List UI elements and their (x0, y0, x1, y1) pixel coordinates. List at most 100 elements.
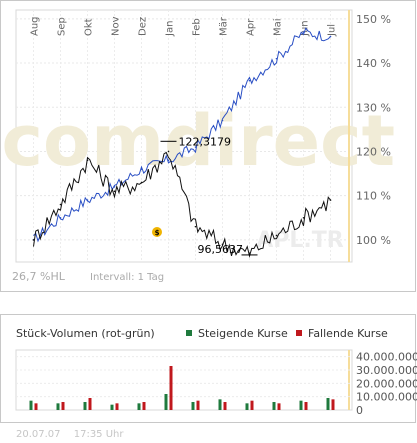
volume-y-tick-label: 0 (356, 404, 363, 417)
x-tick-label: Jul (327, 24, 338, 37)
series-point (221, 243, 224, 246)
volume-bar-falling (169, 366, 173, 410)
y-axis-ticks: 100 % 110 % 120 % 130 % 140 % 150 % (356, 13, 391, 247)
annotation-layer: 122,3179 96,5637 (160, 135, 258, 256)
volume-bar-falling (142, 402, 146, 410)
volume-y-tick-label: 20.000.000 (356, 377, 417, 390)
volume-bars (29, 366, 335, 410)
legend-falling-label: Fallende Kurse (308, 327, 388, 340)
x-axis-ticks: Aug Sep Okt Nov Dez Jan Feb Mär Apr Mai Jun Jul (30, 16, 338, 37)
volume-y-tick-label: 40.000.000 (356, 351, 417, 364)
series-point (32, 239, 35, 241)
volume-bar-falling (115, 403, 119, 410)
volume-bar-falling (61, 402, 65, 410)
series-point (302, 216, 305, 219)
stock-line (33, 151, 331, 258)
x-tick-label: Mär (219, 16, 230, 36)
volume-bar-rising (137, 403, 141, 410)
y-tick-label: 130 % (356, 101, 391, 114)
series-point (113, 186, 116, 188)
footer-date: 20.07.07 (16, 429, 61, 440)
series-point (275, 57, 278, 60)
series-point (248, 79, 251, 82)
svg-text:$: $ (155, 229, 160, 237)
x-tick-label: Jan (165, 21, 176, 37)
series-layer (32, 27, 332, 258)
volume-bar-rising (299, 400, 303, 410)
volume-bar-falling (88, 398, 92, 410)
x-tick-label: Aug (30, 16, 41, 36)
volume-bar-rising (218, 399, 222, 410)
price-grid (16, 10, 352, 262)
x-tick-label: Sep (57, 17, 68, 36)
series-point (194, 225, 197, 228)
price-chart: .comdirect APL.TR Aug Sep Okt Nov Dez Jan Feb M… (0, 0, 416, 292)
volume-chart: Stück-Volumen (rot-grün) Steigende Kurse… (0, 314, 417, 423)
footer-time: 17:35 Uhr (73, 429, 124, 440)
volume-plot-area (15, 349, 353, 411)
y-tick-label: 120 % (356, 145, 391, 158)
series-point (167, 150, 170, 153)
volume-bar-rising (326, 398, 330, 410)
volume-bar-rising (29, 400, 33, 410)
volume-title: Stück-Volumen (rot-grün) (16, 327, 155, 340)
volume-bar-rising (56, 403, 60, 410)
series-point (221, 119, 224, 122)
series-point (302, 31, 305, 33)
series-point (59, 203, 62, 206)
volume-bar-rising (83, 402, 87, 410)
volume-grid (16, 356, 352, 398)
benchmark-line (33, 27, 331, 243)
series-point (329, 35, 332, 38)
series-point (140, 168, 143, 170)
series-point (194, 146, 197, 148)
x-tick-label: Nov (111, 16, 122, 36)
dividend-icon: $ (152, 227, 162, 237)
x-tick-label: Apr (246, 18, 257, 36)
price-plot-area (15, 9, 353, 263)
interval-label: Intervall: 1 Tag (90, 272, 164, 283)
volume-bar-rising (245, 403, 249, 410)
y-tick-label: 140 % (356, 57, 391, 70)
x-tick-label: Mai (273, 18, 284, 36)
annotation-label: 122,3179 (179, 135, 232, 148)
volume-y-tick-label: 10.000.000 (356, 391, 417, 404)
timestamp-footer: 20.07.07 17:35 Uhr (16, 429, 133, 440)
series-point (59, 216, 62, 219)
series-point (275, 234, 278, 237)
x-tick-label: Jun (300, 20, 311, 37)
series-point (86, 159, 89, 162)
volume-bar-falling (223, 402, 227, 410)
volume-bar-falling (34, 403, 38, 410)
instrument-watermark: APL.TR (256, 228, 344, 253)
volume-bar-rising (110, 404, 114, 410)
legend-rising-label: Steigende Kurse (198, 327, 288, 340)
volume-bar-falling (196, 400, 200, 410)
volume-y-ticks: 40.000.00030.000.00020.000.00010.000.000… (356, 351, 417, 417)
y-tick-label: 100 % (356, 234, 391, 247)
series-point (140, 181, 143, 184)
volume-bar-falling (304, 402, 308, 410)
volume-y-tick-label: 30.000.000 (356, 364, 417, 377)
volume-bar-rising (191, 402, 195, 410)
price-chart-panel: .comdirect APL.TR Aug Sep Okt Nov Dez Jan Feb M… (0, 0, 416, 292)
series-point (167, 159, 170, 162)
x-tick-label: Okt (84, 18, 95, 36)
x-tick-label: Feb (192, 18, 203, 36)
legend-rising-swatch (186, 330, 192, 336)
volume-chart-panel: Stück-Volumen (rot-grün) Steigende Kurse… (0, 314, 417, 424)
series-point (86, 199, 89, 201)
annotation-label: 96,5637 (198, 243, 244, 256)
legend-falling-swatch (296, 330, 302, 336)
volume-bar-falling (331, 399, 335, 410)
volume-bar-falling (277, 403, 281, 410)
volume-bar-rising (164, 394, 168, 410)
volume-bar-rising (272, 402, 276, 410)
y-tick-label: 150 % (356, 13, 391, 26)
hl-label: 26,7 %HL (12, 270, 66, 283)
volume-bar-falling (250, 400, 254, 410)
series-point (113, 190, 116, 193)
series-point (248, 252, 251, 254)
y-tick-label: 110 % (356, 190, 391, 203)
x-tick-label: Dez (138, 17, 149, 36)
